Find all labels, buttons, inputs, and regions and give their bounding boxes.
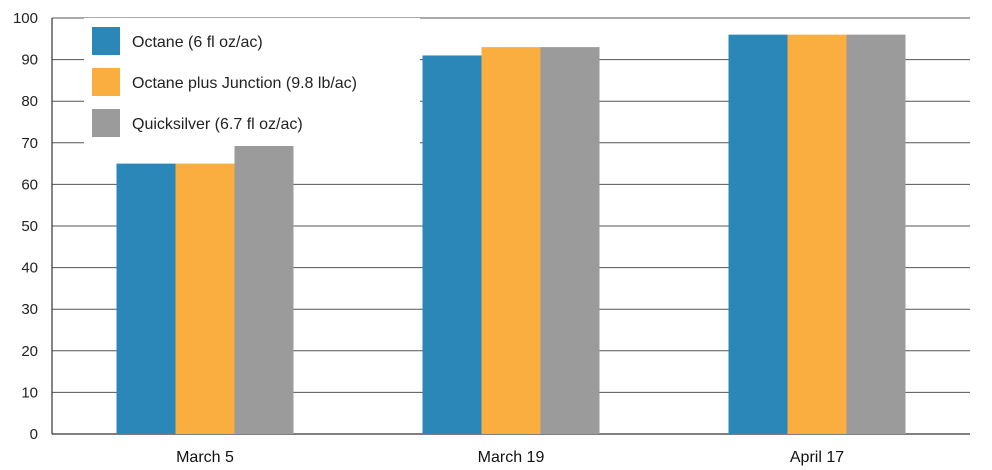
bar-2-3 — [787, 34, 847, 434]
bar-1-2 — [422, 55, 482, 434]
legend-label-2: Octane plus Junction (9.8 lb/ac) — [132, 75, 357, 92]
y-tick-label: 10 — [21, 384, 38, 401]
bars — [116, 34, 906, 435]
y-tick-label: 70 — [21, 135, 38, 152]
legend-background — [84, 18, 420, 146]
legend: Octane (6 fl oz/ac) Octane plus Junction … — [84, 18, 420, 146]
bar-3-2 — [540, 47, 600, 435]
legend-label-3: Quicksilver (6.7 fl oz/ac) — [132, 116, 303, 133]
x-tick-label: March 5 — [176, 449, 234, 466]
legend-label-1: Octane (6 fl oz/ac) — [132, 34, 263, 51]
y-tick-label: 90 — [21, 52, 38, 69]
y-tick-label: 50 — [21, 218, 38, 235]
y-tick-label: 0 — [30, 426, 38, 443]
bar-2-1 — [175, 163, 235, 434]
legend-swatch-3 — [92, 109, 120, 137]
bar-1-1 — [116, 163, 176, 434]
y-tick-label: 100 — [13, 10, 38, 27]
y-tick-label: 60 — [21, 176, 38, 193]
bar-3-1 — [234, 142, 294, 435]
x-tick-label: April 17 — [790, 449, 844, 466]
y-tick-label: 80 — [21, 93, 38, 110]
legend-swatch-1 — [92, 27, 120, 55]
y-axis-ticks: 0 10 20 30 40 50 60 70 80 90 100 — [13, 10, 38, 443]
bar-1-3 — [728, 34, 788, 434]
y-tick-label: 30 — [21, 301, 38, 318]
bar-3-3 — [846, 34, 906, 434]
x-axis-ticks: March 5 March 19 April 17 — [176, 449, 844, 466]
y-tick-label: 20 — [21, 343, 38, 360]
legend-swatch-2 — [92, 68, 120, 96]
y-tick-label: 40 — [21, 260, 38, 277]
bar-2-2 — [481, 47, 541, 435]
x-tick-label: March 19 — [478, 449, 545, 466]
